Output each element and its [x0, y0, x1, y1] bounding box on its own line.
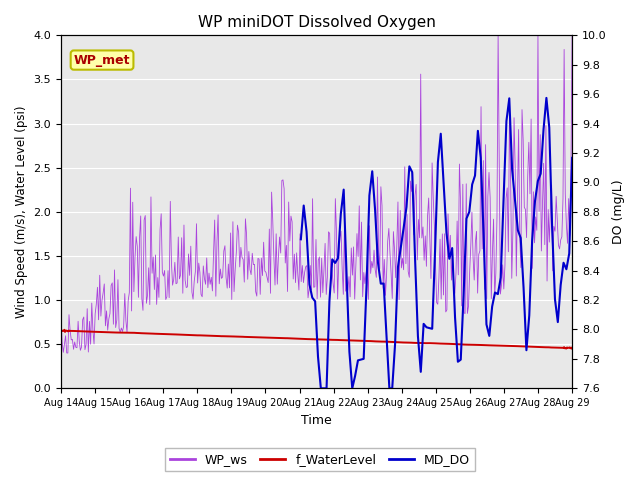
Text: WP_met: WP_met [74, 54, 131, 67]
Y-axis label: Wind Speed (m/s), Water Level (psi): Wind Speed (m/s), Water Level (psi) [15, 106, 28, 318]
Y-axis label: DO (mg/L): DO (mg/L) [612, 180, 625, 244]
X-axis label: Time: Time [301, 414, 332, 427]
Title: WP miniDOT Dissolved Oxygen: WP miniDOT Dissolved Oxygen [198, 15, 435, 30]
Legend: WP_ws, f_WaterLevel, MD_DO: WP_ws, f_WaterLevel, MD_DO [165, 448, 475, 471]
